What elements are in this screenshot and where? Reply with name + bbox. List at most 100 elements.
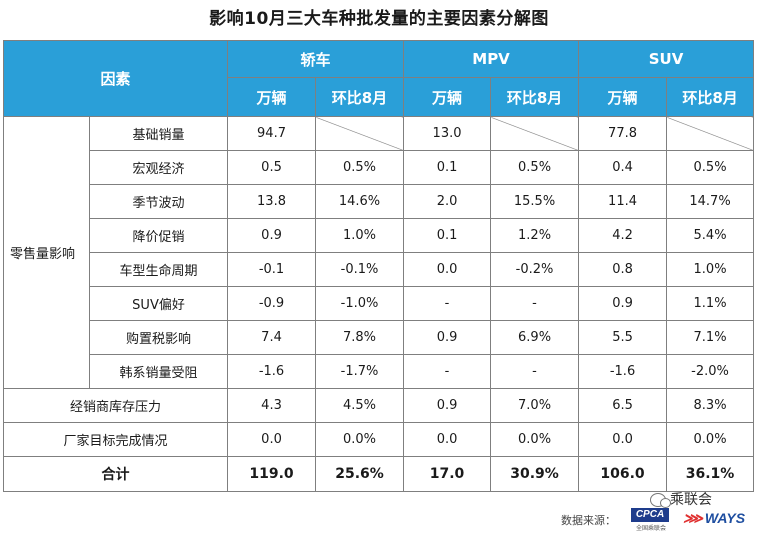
table-row: SUV偏好 -0.9 -1.0% - -0.9 1.1% — [4, 286, 755, 321]
total-label: 合计 — [2, 456, 229, 492]
cell-volume: 4.2 — [578, 218, 668, 253]
header-sedan: 轿车 — [227, 40, 405, 78]
row-label: SUV偏好 — [88, 286, 229, 321]
cell-volume: 6.5 — [578, 388, 668, 423]
cell-volume: 0.5 — [227, 150, 317, 185]
row-label: 降价促销 — [88, 218, 229, 253]
cell-mom: -1.7% — [315, 354, 405, 389]
cell-mom: -1.0% — [315, 286, 405, 321]
row-label: 宏观经济 — [88, 150, 229, 185]
header-mom: 环比8月 — [315, 77, 405, 117]
cell-mom: 25.6% — [315, 456, 405, 492]
cell-mom: 7.1% — [666, 320, 755, 355]
row-label: 厂家目标完成情况 — [2, 422, 229, 457]
cell-mom — [490, 116, 580, 151]
cell-volume: - — [403, 354, 492, 389]
page-title: 影响10月三大车种批发量的主要因素分解图 — [209, 9, 549, 29]
cell-volume: 0.0 — [227, 422, 317, 457]
source-label: 数据来源： — [561, 514, 616, 527]
cell-volume: 0.1 — [403, 218, 492, 253]
factor-table: 因素 轿车 MPV SUV 万辆 环比8月 万辆 环比8月 万辆 环比8月 零售… — [2, 40, 755, 492]
cell-mom: 1.2% — [490, 218, 580, 253]
row-label: 基础销量 — [88, 116, 229, 151]
cell-volume: 0.1 — [403, 150, 492, 185]
cell-mom: 14.6% — [315, 184, 405, 219]
table-row: 零售量影响 基础销量 94.7 13.0 77.8 — [3, 116, 755, 389]
cell-volume: 0.0 — [403, 422, 492, 457]
cell-volume: -0.9 — [227, 286, 317, 321]
cell-volume: 94.7 — [227, 116, 317, 151]
cell-mom: 1.1% — [666, 286, 755, 321]
cell-volume: 4.3 — [227, 388, 317, 423]
cell-mom: -2.0% — [666, 354, 755, 389]
wechat-watermark: 乘联会 — [650, 489, 712, 509]
cell-volume: 119.0 — [227, 456, 317, 492]
header-unit: 万辆 — [403, 77, 492, 117]
retail-group-label: 零售量影响 — [3, 116, 90, 389]
header-mom: 环比8月 — [666, 77, 755, 117]
cell-mom: - — [490, 354, 580, 389]
ways-mark-icon: ⋙ — [683, 510, 703, 526]
cell-volume: 0.0 — [578, 422, 668, 457]
cell-mom: 0.0% — [666, 422, 755, 457]
cell-mom: 6.9% — [490, 320, 580, 355]
wechat-name: 乘联会 — [670, 492, 712, 508]
cell-volume: 77.8 — [578, 116, 668, 151]
cell-volume: 0.9 — [578, 286, 668, 321]
cell-mom: -0.1% — [315, 252, 405, 287]
cell-mom: 14.7% — [666, 184, 755, 219]
cell-volume: 0.9 — [227, 218, 317, 253]
table-row: 车型生命周期 -0.1 -0.1% 0.0 -0.2% 0.8 1.0% — [4, 252, 755, 287]
cell-volume: 2.0 — [403, 184, 492, 219]
row-label: 车型生命周期 — [88, 252, 229, 287]
cell-mom: 15.5% — [490, 184, 580, 219]
cell-mom — [666, 116, 755, 151]
cell-mom: 1.0% — [666, 252, 755, 287]
total-row: 合计 119.0 25.6% 17.0 30.9% 106.0 36.1% — [2, 456, 755, 492]
cell-volume: 13.0 — [403, 116, 492, 151]
row-label: 购置税影响 — [88, 320, 229, 355]
cell-mom: 0.0% — [315, 422, 405, 457]
cell-volume: 0.4 — [578, 150, 668, 185]
cpca-logo-text: CPCA — [631, 508, 669, 522]
header-factor: 因素 — [2, 40, 229, 117]
cell-mom: -0.2% — [490, 252, 580, 287]
header-suv: SUV — [578, 40, 755, 78]
cell-mom: 7.0% — [490, 388, 580, 423]
cell-mom: 1.0% — [315, 218, 405, 253]
cell-volume: -1.6 — [578, 354, 668, 389]
cell-mom: 0.0% — [490, 422, 580, 457]
table-row: 降价促销 0.9 1.0% 0.1 1.2% 4.2 5.4% — [4, 218, 755, 253]
header-mpv: MPV — [403, 40, 580, 78]
cell-mom: 8.3% — [666, 388, 755, 423]
cell-volume: 0.9 — [403, 320, 492, 355]
table-row: 购置税影响 7.4 7.8% 0.9 6.9% 5.5 7.1% — [4, 320, 755, 355]
header-unit: 万辆 — [578, 77, 668, 117]
row-label: 季节波动 — [88, 184, 229, 219]
wechat-icon — [650, 493, 671, 508]
cell-volume: 11.4 — [578, 184, 668, 219]
row-label: 经销商库存压力 — [2, 388, 229, 423]
ways-logo-text: WAYS — [704, 510, 746, 526]
cell-mom: 0.5% — [490, 150, 580, 185]
table-row: 经销商库存压力 4.3 4.5% 0.9 7.0% 6.5 8.3% — [2, 388, 755, 423]
ways-logo: ⋙ WAYS — [683, 510, 745, 527]
cell-volume: 17.0 — [403, 456, 492, 492]
cell-mom: 4.5% — [315, 388, 405, 423]
cpca-logo: CPCA 全国乘联会 — [631, 508, 671, 532]
cell-mom: 0.5% — [315, 150, 405, 185]
cell-volume: -0.1 — [227, 252, 317, 287]
cell-volume: 7.4 — [227, 320, 317, 355]
cell-volume: 0.8 — [578, 252, 668, 287]
cell-volume: -1.6 — [227, 354, 317, 389]
cell-volume: - — [403, 286, 492, 321]
cell-volume: 0.9 — [403, 388, 492, 423]
cpca-logo-sub: 全国乘联会 — [635, 525, 666, 532]
cell-mom: 7.8% — [315, 320, 405, 355]
row-label: 韩系销量受阻 — [88, 354, 229, 389]
cell-mom: - — [490, 286, 580, 321]
cell-volume: 13.8 — [227, 184, 317, 219]
cell-mom: 5.4% — [666, 218, 755, 253]
cell-volume: 106.0 — [578, 456, 668, 492]
table-row: 韩系销量受阻 -1.6 -1.7% - - -1.6 -2.0% — [4, 354, 755, 389]
